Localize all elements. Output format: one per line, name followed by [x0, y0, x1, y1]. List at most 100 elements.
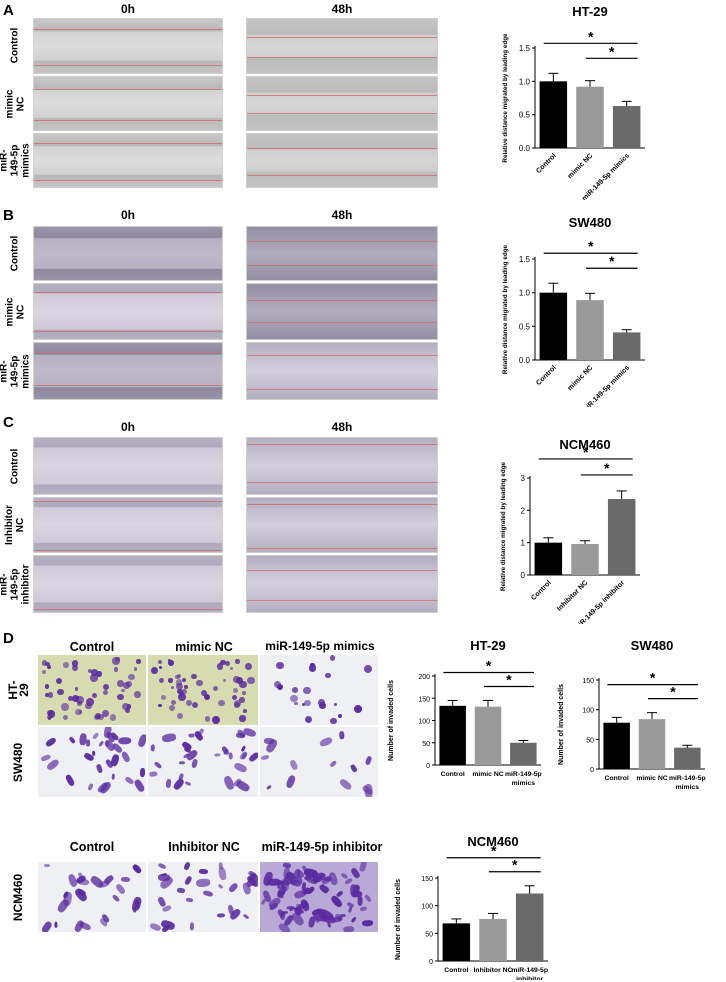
x-category-label: miR-149-5p	[505, 771, 542, 778]
invaded-cell	[61, 702, 70, 711]
y-tick-label: 2	[521, 506, 526, 515]
invaded-cell	[136, 659, 141, 664]
invaded-cell	[353, 705, 362, 714]
panel-c-col-48h: 48h	[331, 420, 353, 434]
bar-1	[534, 542, 563, 575]
x-category-label: Inhibitor NC	[556, 579, 589, 612]
invaded-cell	[247, 676, 255, 685]
x-category-label: inhibitor	[516, 976, 544, 980]
invaded-cell	[55, 677, 63, 685]
invaded-cell	[78, 710, 83, 714]
x-category-label: miR-149-5p	[669, 775, 706, 782]
invaded-cell	[364, 664, 373, 673]
significance-star: *	[506, 671, 512, 687]
invaded-cell	[191, 758, 199, 770]
y-tick-label: 0.5	[519, 111, 531, 120]
invaded-cell	[284, 774, 297, 790]
invaded-cell	[277, 684, 283, 691]
invaded-cell	[165, 778, 172, 788]
invaded-cell	[121, 876, 131, 883]
invaded-cell	[304, 715, 312, 723]
x-category-label: mimic NC	[636, 775, 667, 782]
invaded-cell	[303, 686, 311, 694]
y-tick-label: 0	[429, 959, 433, 966]
invaded-cell	[325, 672, 331, 678]
panel-b-image-control-48h	[246, 226, 438, 281]
bar-3	[674, 747, 701, 769]
panel-b-image-mimics-0h	[33, 342, 223, 400]
invaded-cell	[160, 694, 166, 700]
invaded-cell	[112, 657, 121, 665]
invaded-cell	[168, 659, 174, 666]
invaded-cell	[45, 693, 50, 698]
invaded-cell	[92, 693, 98, 699]
invaded-cell	[71, 660, 79, 667]
x-category-label: mimic NC	[472, 771, 503, 778]
panel-b-row-label-3: miR-149-5p mimics	[0, 353, 32, 389]
y-tick-label: 1.5	[519, 44, 531, 53]
panel-c-bar-chart: NCM460 Relative distance migrated by lead…	[500, 437, 640, 624]
invaded-cell	[103, 689, 108, 695]
panel-a-image-mimics-48h	[246, 133, 438, 188]
invaded-cell	[149, 922, 162, 932]
invaded-cell	[189, 922, 195, 931]
invaded-cell	[45, 661, 50, 667]
x-category-label: Control	[605, 775, 629, 782]
significance-star: *	[588, 238, 594, 254]
invaded-cell	[186, 699, 193, 706]
invaded-cell	[133, 667, 138, 671]
panel-c-image-inhibitor-nc-48h	[246, 497, 438, 553]
invaded-cell	[158, 703, 162, 708]
invaded-cell	[178, 761, 185, 765]
panel-b-image-control-0h	[33, 226, 223, 281]
invaded-cell	[88, 669, 93, 674]
significance-star: *	[583, 444, 589, 460]
significance-star: *	[604, 460, 610, 476]
invaded-cell	[359, 906, 368, 912]
panel-a-col-48h: 48h	[331, 2, 353, 16]
panel-d-ht29-bar-chart: HT-29 Number of invaded cells 0 50 100 150 200…	[388, 638, 542, 787]
invaded-cell	[184, 875, 193, 886]
y-tick-label: 0.0	[519, 144, 531, 153]
invaded-cell	[330, 655, 336, 661]
invaded-cell	[310, 662, 315, 668]
panel-b-row-label-2: mimic NC	[4, 297, 26, 326]
invaded-cell	[365, 783, 374, 797]
panel-d-transwell-ncm460-inhibitor-nc	[148, 862, 258, 932]
x-category-label: Control	[535, 152, 558, 175]
panel-c-row-label-1: Control	[9, 448, 21, 484]
invaded-cell	[317, 883, 330, 895]
panel-c-row-label-3-wrap: miR-149-5p inhibitor	[0, 555, 32, 613]
invaded-cell	[364, 755, 373, 766]
x-category-label: miR-149-5p	[511, 967, 548, 974]
y-tick-label: 100	[418, 719, 430, 726]
invaded-cell	[116, 693, 124, 701]
invaded-cell	[319, 701, 326, 709]
invaded-cell	[213, 752, 221, 757]
invaded-cell	[44, 684, 50, 690]
invaded-cell	[96, 671, 102, 677]
invaded-cell	[175, 682, 184, 691]
invaded-cell	[242, 914, 250, 921]
panel-d-row-label-sw480: SW480	[11, 742, 26, 782]
chart-title: SW480	[631, 638, 674, 653]
invaded-cell	[329, 760, 338, 768]
invaded-cell	[46, 709, 53, 716]
panel-b-col-48h: 48h	[331, 208, 353, 222]
panel-letter-d: D	[3, 630, 14, 647]
panel-a-row-label-2-wrap: mimic NC	[0, 76, 30, 131]
panel-b-row-label-2-wrap: mimic NC	[0, 283, 30, 340]
invaded-cell	[204, 716, 211, 722]
y-tick-label: 150	[421, 876, 433, 883]
invaded-cell	[199, 869, 209, 875]
invaded-cell	[176, 712, 184, 720]
invaded-cell	[68, 735, 76, 744]
panel-a-image-mimic-nc-48h	[246, 76, 438, 131]
invaded-cell	[196, 679, 204, 687]
invaded-cell	[185, 898, 193, 903]
invaded-cell	[139, 767, 146, 777]
invaded-cell	[265, 785, 272, 791]
y-axis-label: Relative distance migrated by leading ed…	[502, 244, 509, 374]
x-category-label: Control	[535, 364, 558, 387]
invaded-cell	[95, 712, 101, 719]
